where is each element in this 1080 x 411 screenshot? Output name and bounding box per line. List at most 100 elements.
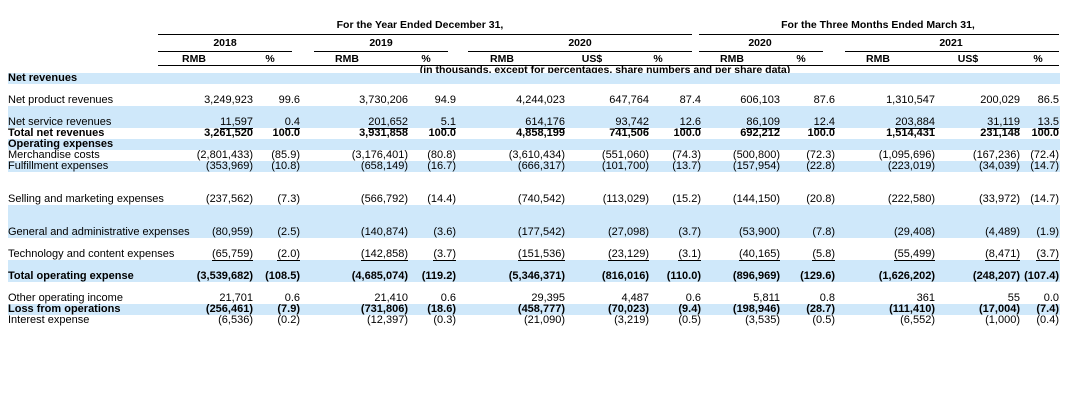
- value-text: (5.8): [812, 248, 835, 261]
- unit-rmb: RMB: [182, 53, 206, 65]
- table-body: Net revenues Net product revenues 3,249,92…: [8, 73, 1060, 326]
- value-cell: 231,148: [980, 127, 1020, 139]
- value-cell: (22.8): [781, 161, 836, 172]
- value-cell: (0.4): [1036, 314, 1059, 326]
- value-text: 12.6: [679, 116, 701, 129]
- row-label: Merchandise costs: [8, 149, 100, 161]
- year-2018: 2018: [213, 37, 237, 49]
- value-cell: 3,931,858: [359, 127, 408, 139]
- value-cell: (2.0): [254, 238, 301, 261]
- value-cell: (3.7): [650, 205, 702, 238]
- value-cell: [650, 139, 702, 150]
- value-cell: (29,408): [836, 205, 936, 238]
- value-text: 614,176: [525, 116, 565, 129]
- value-cell: (7.9): [254, 304, 301, 315]
- value-text: (3.1): [678, 248, 701, 261]
- row-label: Loss from operations: [8, 304, 145, 315]
- value-cell: (1,626,202): [836, 260, 936, 282]
- value-cell: [301, 73, 409, 84]
- row-label: Technology and content expenses: [8, 248, 175, 260]
- value-cell: (3,610,434): [508, 149, 565, 161]
- unit-rmb: RMB: [490, 53, 514, 65]
- value-text: (142,858): [360, 248, 408, 261]
- value-cell: (70,023): [566, 304, 650, 315]
- value-text: 13.5: [1037, 116, 1059, 129]
- value-cell: (40,165): [702, 238, 781, 261]
- value-cell: 361: [916, 292, 935, 304]
- table-row: Interest expense (6,536) (0.2) (12,397) (0.3…: [8, 315, 1060, 326]
- value-cell: 1,514,431: [886, 127, 935, 139]
- period-year-rule: [158, 34, 692, 35]
- value-cell: 87.6: [813, 94, 835, 106]
- value-cell: (3.7): [409, 238, 457, 261]
- value-cell: 203,884: [836, 106, 936, 129]
- row-label: Operating expenses: [8, 139, 145, 150]
- table-row: General and administrative expenses (80,9…: [8, 205, 1060, 238]
- value-cell: [781, 73, 836, 84]
- value-cell: (551,060): [601, 149, 649, 161]
- value-text: 93,742: [615, 116, 649, 129]
- value-cell: (5,346,371): [457, 260, 566, 282]
- value-cell: 100.0: [1031, 127, 1059, 139]
- value-cell: (55,499): [836, 238, 936, 261]
- value-cell: [457, 73, 566, 84]
- value-cell: (4,685,074): [301, 260, 409, 282]
- value-cell: 3,730,206: [359, 94, 408, 106]
- value-text: (3.7): [1036, 248, 1059, 261]
- value-cell: (18.6): [409, 304, 457, 315]
- period-quarter-heading: For the Three Months Ended March 31,: [781, 19, 975, 31]
- value-cell: (9.4): [650, 304, 702, 315]
- value-cell: (5.8): [781, 238, 836, 261]
- year-2019: 2019: [369, 37, 393, 49]
- value-cell: 21,410: [374, 292, 408, 304]
- value-cell: [936, 73, 1021, 84]
- income-statement-table: Net revenues Net product revenues 3,249,92…: [8, 73, 1060, 326]
- value-text: 203,884: [895, 116, 935, 129]
- value-cell: (85.9): [271, 149, 300, 161]
- value-cell: [457, 139, 566, 150]
- value-cell: (6,536): [218, 314, 253, 326]
- row-label: Net product revenues: [8, 94, 114, 106]
- value-cell: 0.6: [284, 292, 300, 304]
- value-cell: (129.6): [781, 260, 836, 282]
- value-cell: (110.0): [650, 260, 702, 282]
- value-cell: (566,792): [360, 193, 408, 205]
- value-cell: 606,103: [740, 94, 780, 106]
- value-cell: 3,249,923: [204, 94, 253, 106]
- row-label: Interest expense: [8, 314, 90, 326]
- value-cell: (108.5): [254, 260, 301, 282]
- value-cell: 100.0: [272, 127, 300, 139]
- value-cell: [566, 139, 650, 150]
- value-cell: [145, 139, 254, 150]
- value-cell: (23,129): [566, 238, 650, 261]
- value-cell: (14.4): [427, 193, 456, 205]
- table-row: Loss from operations (256,461) (7.9) (731,8…: [8, 304, 1060, 315]
- value-text: (40,165): [739, 248, 780, 261]
- value-cell: (2.5): [254, 205, 301, 238]
- value-text: (23,129): [608, 248, 649, 261]
- value-cell: (0.5): [678, 314, 701, 326]
- value-cell: (816,016): [566, 260, 650, 282]
- value-cell: [1021, 73, 1060, 84]
- value-cell: [566, 73, 650, 84]
- value-cell: (16.7): [409, 161, 457, 172]
- value-cell: 647,764: [609, 94, 649, 106]
- value-text: 11,597: [220, 116, 253, 129]
- value-cell: (144,150): [732, 193, 780, 205]
- value-cell: (222,580): [887, 193, 935, 205]
- value-cell: (500,800): [732, 149, 780, 161]
- row-label: Selling and marketing expenses: [8, 193, 164, 205]
- value-cell: [836, 73, 936, 84]
- table-row: Net service revenues 11,597 0.4 201,652 5.1 6…: [8, 106, 1060, 129]
- value-cell: (33,972): [979, 193, 1020, 205]
- value-cell: [301, 139, 409, 150]
- unit-rmb: RMB: [720, 53, 744, 65]
- value-cell: (248,207): [936, 260, 1021, 282]
- table-row: Operating expenses: [8, 139, 1060, 150]
- value-cell: (20.8): [806, 193, 835, 205]
- value-text: (3.7): [433, 248, 456, 261]
- value-cell: [145, 73, 254, 84]
- unit-pct: %: [796, 53, 806, 65]
- value-cell: 86.5: [1037, 94, 1059, 106]
